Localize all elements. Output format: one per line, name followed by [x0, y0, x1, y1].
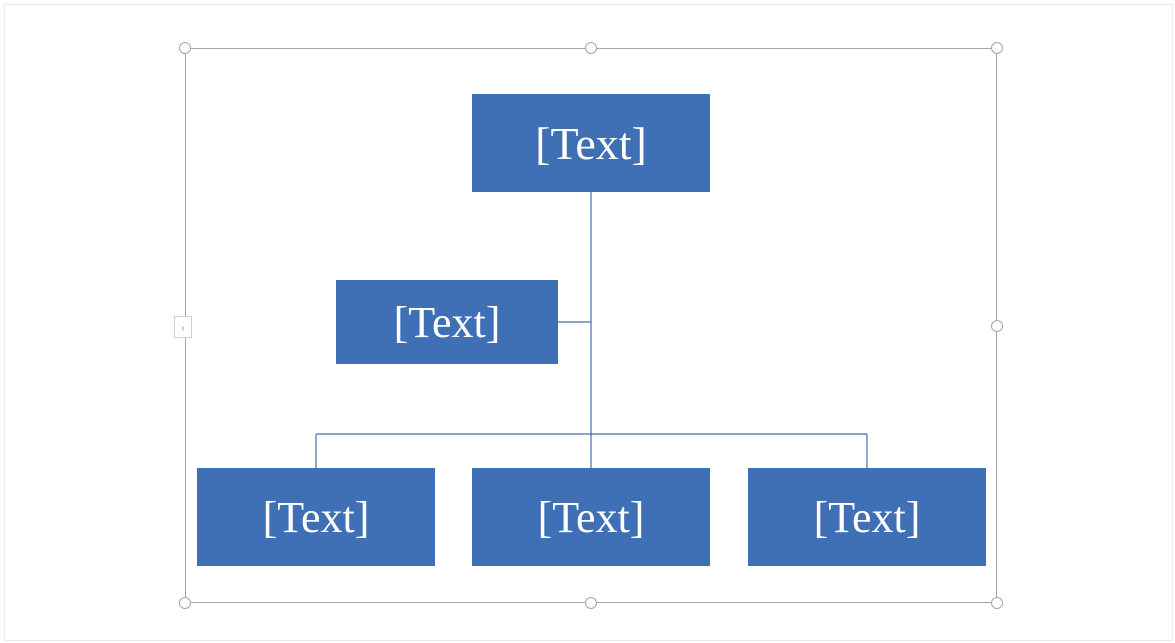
- handle-bot-mid[interactable]: [585, 597, 597, 609]
- handle-top-mid[interactable]: [585, 42, 597, 54]
- handle-bot-right[interactable]: [991, 597, 1003, 609]
- handle-mid-right[interactable]: [991, 320, 1003, 332]
- selection-frame[interactable]: [185, 48, 997, 603]
- handle-top-right[interactable]: [991, 42, 1003, 54]
- handle-bot-left[interactable]: [179, 597, 191, 609]
- handle-top-left[interactable]: [179, 42, 191, 54]
- text-pane-toggle[interactable]: ‹: [174, 316, 192, 338]
- chevron-left-icon: ‹: [181, 321, 184, 334]
